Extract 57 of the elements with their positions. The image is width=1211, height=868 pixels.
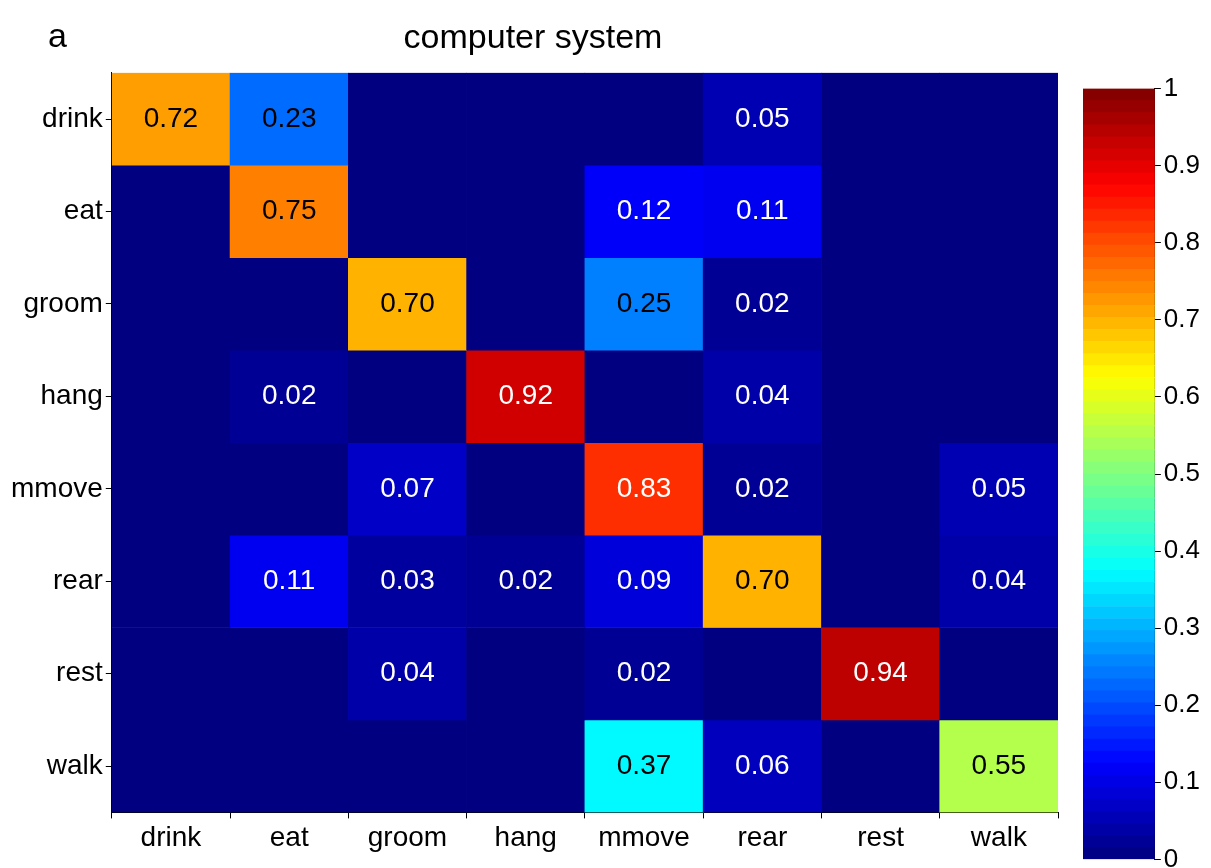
y-tick-label: hang <box>40 379 103 411</box>
data-label: 0.06 <box>735 748 790 780</box>
data-label: 0.83 <box>616 471 672 503</box>
color-bar-label: 0.1 <box>1163 765 1201 796</box>
y-tick-label: rest <box>56 656 103 688</box>
data-label: 0.11 <box>736 194 789 226</box>
color-bar-label: 0.2 <box>1163 688 1201 719</box>
data-label: 0.07 <box>380 471 435 503</box>
data-label: 0.04 <box>971 563 1027 595</box>
data-label: 0.02 <box>261 379 317 411</box>
data-label: 0.70 <box>380 286 435 318</box>
y-tick-label: walk <box>45 748 104 780</box>
x-tick-label: groom <box>367 820 448 852</box>
data-label: 0.72 <box>143 101 199 133</box>
data-label: 0.02 <box>735 471 790 503</box>
data-label: 0.37 <box>616 748 672 780</box>
data-label: 0.05 <box>971 471 1027 503</box>
x-tick-label: rear <box>737 820 788 852</box>
x-tick-label: mmove <box>598 820 690 852</box>
color-bar-label: 0.7 <box>1163 303 1201 334</box>
color-bar-label: 0.8 <box>1163 225 1201 256</box>
data-label: 0.02 <box>498 563 554 595</box>
data-label: 0.94 <box>853 656 908 688</box>
data-label: 0.02 <box>735 286 790 318</box>
y-tick-label: mmove <box>11 471 103 503</box>
x-tick-label: walk <box>969 820 1028 852</box>
data-label: 0.70 <box>735 563 790 595</box>
data-label: 0.11 <box>263 563 316 595</box>
data-label: 0.92 <box>498 379 554 411</box>
data-label: 0.04 <box>380 656 435 688</box>
color-bar-label: 0.6 <box>1163 380 1201 411</box>
color-bar-label: 0 <box>1163 842 1179 868</box>
y-tick-label: eat <box>63 194 103 226</box>
data-label: 0.03 <box>380 563 435 595</box>
data-label: 0.23 <box>261 101 317 133</box>
data-label: 0.05 <box>735 101 790 133</box>
chart-title: computer system <box>403 16 663 55</box>
x-tick-label: rest <box>857 820 905 852</box>
y-tick-label: groom <box>23 286 103 318</box>
x-tick-label: drink <box>140 820 203 852</box>
color-bar-label: 0.4 <box>1163 534 1201 565</box>
color-bar-label: 0.5 <box>1163 457 1201 488</box>
text: a <box>48 16 67 55</box>
color-bar-label: 1 <box>1163 71 1179 102</box>
data-label: 0.25 <box>616 286 672 318</box>
x-tick-label: eat <box>269 820 309 852</box>
data-label: 0.02 <box>616 656 672 688</box>
data-label: 0.75 <box>261 194 317 226</box>
y-tick-label: rear <box>53 563 103 595</box>
data-label: 0.09 <box>616 563 672 595</box>
x-tick-label: hang <box>494 820 557 852</box>
data-label: 0.12 <box>616 194 672 226</box>
data-label: 0.55 <box>971 748 1027 780</box>
y-tick-label: drink <box>42 101 104 133</box>
color-bar-label: 0.9 <box>1163 148 1201 179</box>
color-bar-label: 0.3 <box>1163 611 1201 642</box>
data-label: 0.04 <box>735 379 790 411</box>
